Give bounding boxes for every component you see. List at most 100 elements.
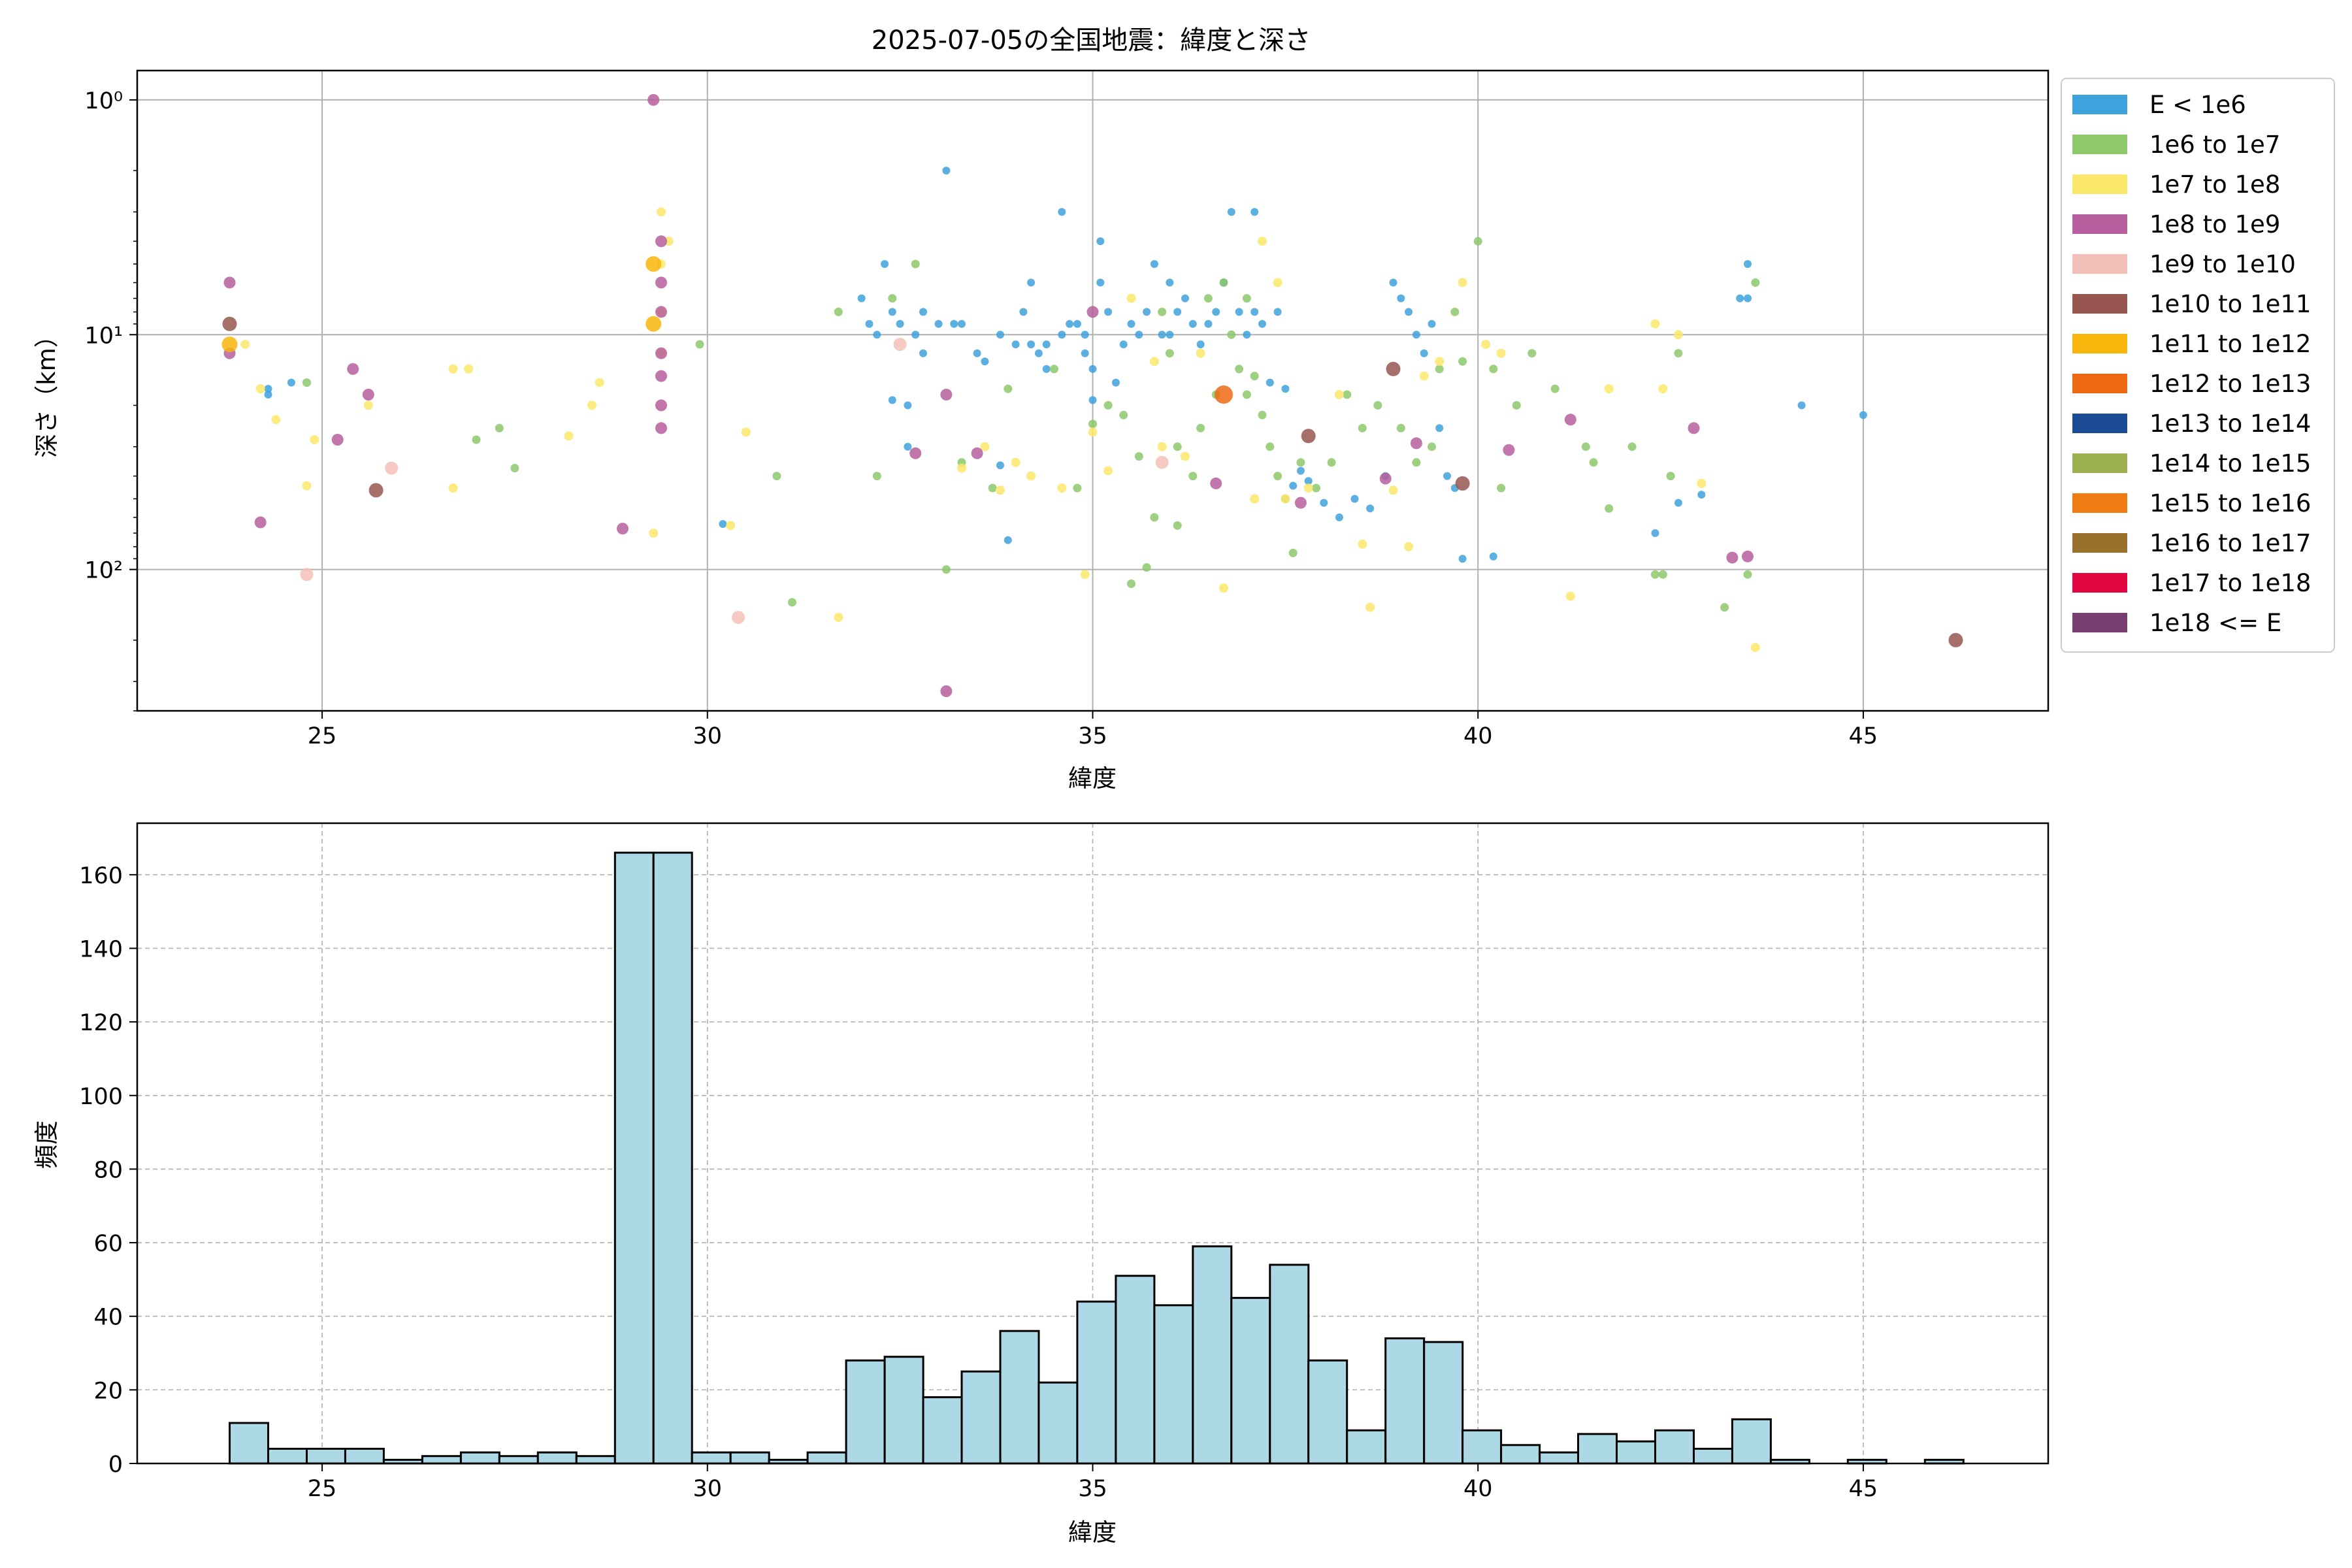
scatter-point [834, 307, 843, 316]
scatter-point [1073, 483, 1082, 493]
scatter-point [1564, 414, 1576, 426]
scatter-point [893, 338, 907, 351]
scatter-point [958, 319, 966, 328]
legend-swatch [2072, 374, 2127, 393]
scatter-point [911, 331, 920, 339]
legend-label: E < 1e6 [2149, 91, 2246, 119]
scatter-point [1751, 278, 1760, 287]
histogram-bar [729, 1451, 770, 1465]
scatter-point [857, 294, 866, 302]
scatter-point [448, 364, 458, 374]
scatter-point [934, 319, 943, 328]
scatter-point [1948, 632, 1963, 647]
scatter-point [971, 447, 983, 459]
legend-label: 1e14 to 1e15 [2149, 449, 2311, 478]
scatter-point [1127, 580, 1135, 588]
scatter-point [1550, 384, 1560, 393]
scatter-point [1227, 330, 1236, 339]
scatter-point [1034, 349, 1043, 357]
histogram-x-tick-label: 25 [308, 1476, 337, 1502]
scatter-point [950, 319, 958, 328]
scatter-point [240, 340, 250, 350]
scatter-point [1726, 551, 1739, 564]
scatter-point [1158, 331, 1166, 339]
scatter-point [1651, 529, 1659, 537]
scatter-point [1250, 494, 1260, 504]
histogram-bar [229, 1422, 269, 1465]
scatter-point [1797, 401, 1806, 410]
scatter-point [300, 568, 314, 581]
scatter-point [385, 461, 399, 475]
scatter-points [221, 93, 1963, 697]
scatter-point [1366, 504, 1375, 513]
histogram-bar [1423, 1341, 1464, 1465]
histogram-bar [459, 1451, 500, 1465]
scatter-point [904, 442, 912, 451]
legend-swatch [2072, 414, 2127, 433]
scatter-point [1388, 485, 1398, 495]
scatter-point [448, 483, 458, 493]
histogram-bar [344, 1448, 385, 1465]
scatter-point [1119, 410, 1128, 419]
histogram-bar [960, 1370, 1002, 1465]
histogram-bar [1616, 1440, 1656, 1465]
scatter-point [1273, 472, 1282, 481]
scatter-point [1303, 483, 1313, 493]
scatter-point [1458, 357, 1467, 366]
scatter-point [655, 235, 667, 248]
scatter-point [1196, 340, 1205, 349]
histogram-y-tick-label: 60 [93, 1231, 123, 1257]
scatter-point [1027, 340, 1036, 349]
scatter-point [649, 529, 659, 538]
scatter-point [595, 378, 604, 387]
scatter-point [1458, 278, 1467, 287]
histogram-bar [1153, 1304, 1194, 1465]
histogram-bar [1307, 1359, 1348, 1465]
histogram-bar [922, 1396, 963, 1465]
scatter-point [564, 431, 574, 441]
legend-label: 1e12 to 1e13 [2149, 370, 2311, 398]
scatter-point [1103, 466, 1113, 476]
scatter-x-tick-label: 45 [1849, 723, 1878, 749]
scatter-point [1188, 319, 1197, 328]
scatter-point [1358, 423, 1367, 433]
legend-swatch [2072, 214, 2127, 234]
scatter-point [1443, 472, 1451, 480]
scatter-point [1527, 349, 1537, 358]
histogram-grid [137, 823, 2048, 1464]
scatter-plot: 25 30 35 40 45 10⁰ 10¹ 10² 緯度 深さ（km） [33, 69, 2050, 792]
scatter-point [1458, 555, 1467, 563]
legend-label: 1e17 to 1e18 [2149, 569, 2311, 597]
histogram-bar [652, 851, 693, 1465]
histogram-bar [1192, 1245, 1233, 1465]
legend-label: 1e10 to 1e11 [2149, 290, 2311, 318]
scatter-x-tick-label: 25 [308, 723, 337, 749]
scatter-point [1157, 442, 1167, 451]
scatter-point [1503, 444, 1515, 456]
histogram-y-tick-label: 120 [79, 1010, 123, 1036]
scatter-point [834, 613, 843, 622]
scatter-point [873, 331, 881, 339]
scatter-point [904, 401, 912, 410]
scatter-point [1215, 385, 1233, 404]
histogram-y-tick-label: 160 [79, 863, 123, 889]
scatter-point [1258, 237, 1267, 246]
scatter-point [1196, 348, 1205, 358]
scatter-point [1081, 331, 1089, 339]
histogram-y-tick-label: 80 [93, 1157, 123, 1183]
scatter-point [1073, 319, 1081, 328]
scatter-point [1227, 208, 1235, 216]
scatter-point [1404, 542, 1414, 551]
scatter-point [719, 520, 727, 528]
scatter-point [472, 435, 481, 444]
histogram-bar [498, 1455, 539, 1465]
histogram-bar [1654, 1429, 1695, 1465]
scatter-point [1080, 570, 1090, 580]
scatter-point [741, 427, 751, 437]
scatter-point [1386, 361, 1401, 376]
scatter-point [1497, 483, 1506, 493]
histogram-bar [999, 1330, 1040, 1465]
histogram-bar [1230, 1297, 1271, 1465]
scatter-grid [137, 71, 2048, 711]
scatter-point [1473, 237, 1482, 246]
